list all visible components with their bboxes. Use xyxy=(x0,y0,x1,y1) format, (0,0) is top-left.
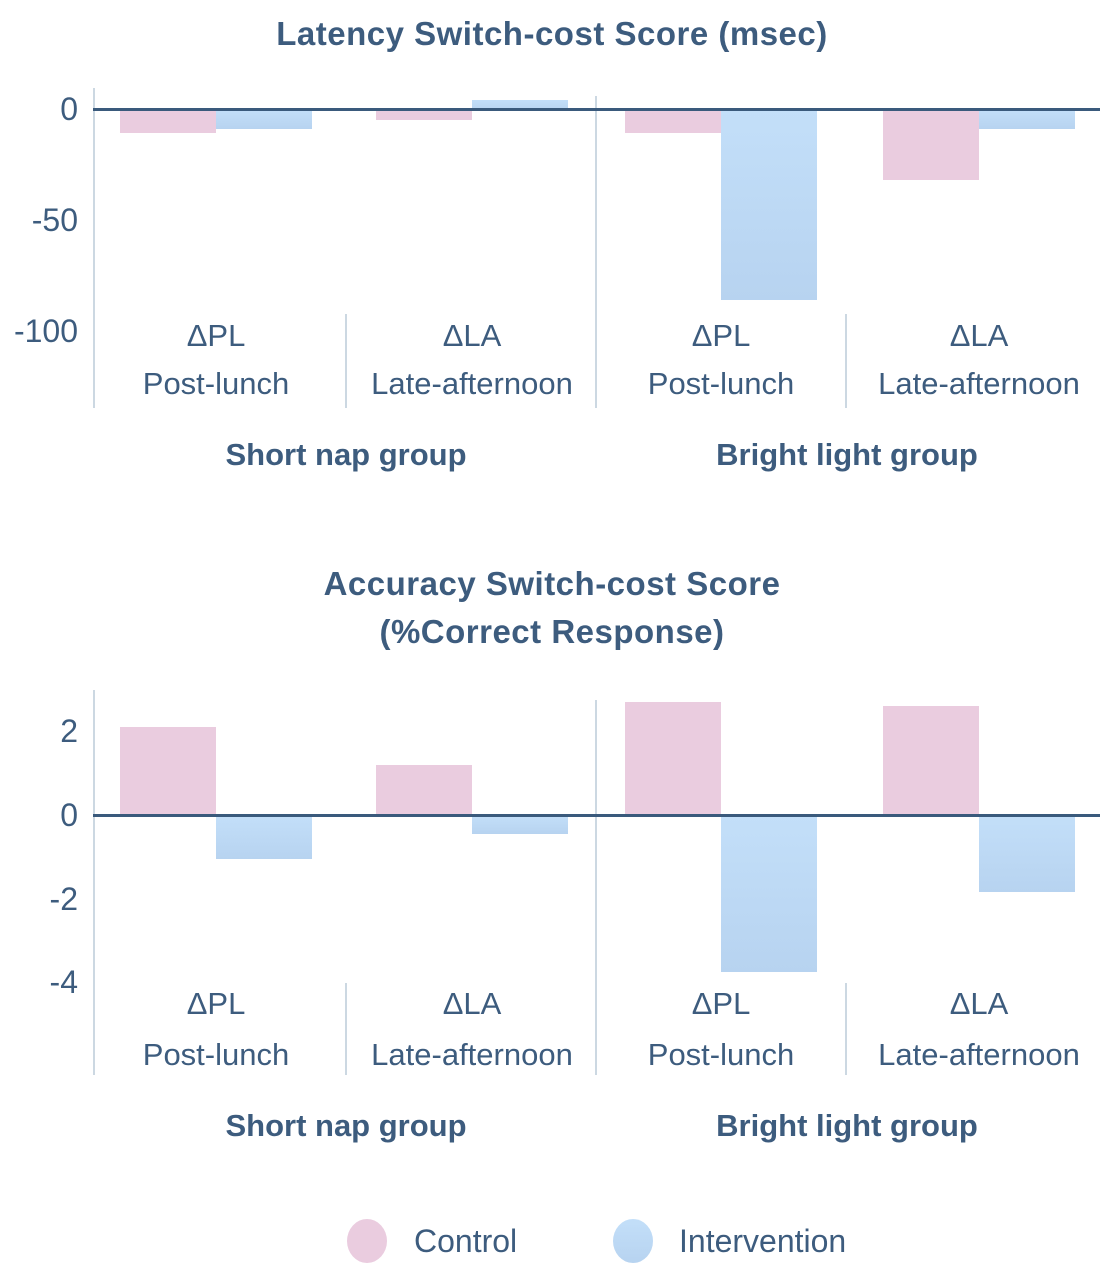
bar-control xyxy=(625,109,721,134)
bar-control xyxy=(376,109,472,120)
bar-intervention xyxy=(216,815,312,859)
legend-label-control: Control xyxy=(414,1223,518,1259)
category-symbol-label: ΔPL xyxy=(186,318,246,353)
y-tick-label: -50 xyxy=(31,202,78,238)
bar-intervention xyxy=(472,815,568,834)
y-tick-label: -4 xyxy=(49,964,78,1001)
bar-intervention xyxy=(979,815,1075,893)
bar-control xyxy=(883,706,979,817)
accuracy-chart-title-line-2: (%Correct Response) xyxy=(379,613,725,650)
latency-chart-title: Latency Switch-cost Score (msec) xyxy=(276,15,828,52)
y-tick-label: 2 xyxy=(60,713,78,750)
category-name-label: Late-afternoon xyxy=(371,1037,573,1072)
category-name-label: Post-lunch xyxy=(647,1037,795,1072)
group-label: Bright light group xyxy=(716,1108,978,1143)
zero-axis-line xyxy=(93,108,1100,111)
category-separator-line xyxy=(345,314,347,408)
y-tick-label: 0 xyxy=(60,91,78,127)
category-name-label: Late-afternoon xyxy=(878,366,1080,401)
group-separator-line xyxy=(595,96,597,408)
y-tick-label: -100 xyxy=(13,313,78,349)
bar-intervention xyxy=(979,109,1075,129)
y-axis-line xyxy=(93,690,95,1075)
category-symbol-label: ΔLA xyxy=(442,318,502,353)
category-separator-line xyxy=(845,314,847,408)
category-symbol-label: ΔLA xyxy=(949,986,1009,1021)
category-name-label: Post-lunch xyxy=(142,366,290,401)
y-axis-line xyxy=(93,88,95,408)
zero-axis-line xyxy=(93,814,1100,817)
category-name-label: Post-lunch xyxy=(142,1037,290,1072)
category-symbol-label: ΔLA xyxy=(949,318,1009,353)
category-symbol-label: ΔPL xyxy=(691,318,751,353)
accuracy-chart-title-line-1: Accuracy Switch-cost Score xyxy=(323,565,781,602)
y-tick-label: -2 xyxy=(49,880,78,917)
group-separator-line xyxy=(595,700,597,1075)
category-separator-line xyxy=(845,983,847,1075)
bar-control xyxy=(625,702,721,817)
bar-intervention xyxy=(472,100,568,111)
y-tick-label: 0 xyxy=(60,797,78,833)
category-symbol-label: ΔPL xyxy=(186,986,246,1021)
category-symbol-label: ΔPL xyxy=(691,986,751,1021)
bar-intervention xyxy=(721,815,817,972)
category-symbol-label: ΔLA xyxy=(442,986,502,1021)
category-name-label: Post-lunch xyxy=(647,366,795,401)
bar-control xyxy=(883,109,979,180)
group-label: Short nap group xyxy=(225,1108,467,1143)
bar-control xyxy=(120,727,216,817)
bar-intervention xyxy=(216,109,312,129)
bar-control xyxy=(120,109,216,134)
group-label: Bright light group xyxy=(716,437,978,472)
legend-swatch-control xyxy=(347,1219,387,1263)
bar-control xyxy=(376,764,472,817)
bar-intervention xyxy=(721,109,817,300)
legend-swatch-intervention xyxy=(613,1219,653,1263)
category-separator-line xyxy=(345,983,347,1075)
category-name-label: Late-afternoon xyxy=(878,1037,1080,1072)
category-name-label: Late-afternoon xyxy=(371,366,573,401)
group-label: Short nap group xyxy=(225,437,467,472)
legend-label-intervention: Intervention xyxy=(679,1223,847,1259)
